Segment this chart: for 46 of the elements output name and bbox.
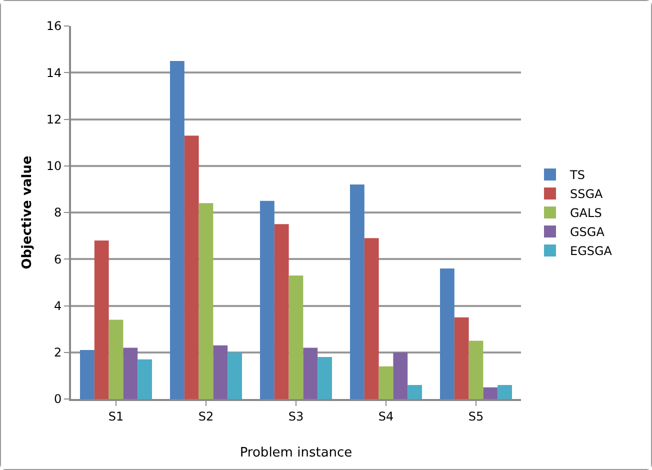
legend-label: SSGA (570, 187, 604, 202)
bar (350, 184, 364, 399)
bar (303, 348, 318, 399)
bar (260, 200, 274, 399)
y-tick-label: 2 (54, 346, 62, 360)
bar (483, 387, 498, 399)
y-tick-label: 12 (46, 112, 62, 126)
bar (454, 317, 469, 399)
bar (468, 340, 484, 399)
bar (364, 238, 379, 399)
y-tick-label: 6 (54, 252, 62, 266)
bar (440, 268, 454, 399)
bar (228, 352, 242, 399)
bar (393, 352, 408, 399)
bar (288, 275, 304, 399)
bar (108, 320, 124, 399)
y-tick-label: 0 (54, 392, 62, 406)
x-tick-label: S2 (198, 409, 214, 424)
legend-label: GALS (570, 206, 602, 220)
bar (213, 345, 228, 399)
x-tick-label: S3 (288, 409, 304, 424)
bar (408, 385, 422, 399)
y-tick-label: 16 (46, 19, 62, 34)
legend-label: EGSGA (570, 244, 613, 258)
x-tick-label: S5 (468, 409, 484, 424)
x-tick-label: S4 (378, 409, 394, 424)
bar (198, 203, 214, 399)
y-tick-label: 8 (54, 206, 62, 220)
bar (94, 240, 109, 399)
bar (80, 350, 94, 399)
y-tick-label: 14 (46, 66, 62, 80)
x-axis-title: Problem instance (240, 446, 352, 460)
bar (498, 385, 512, 399)
bar (318, 357, 332, 399)
y-tick-label: 10 (46, 159, 62, 174)
y-tick-label: 4 (54, 298, 62, 313)
bar (170, 60, 184, 399)
bar (138, 359, 152, 399)
legend-label: GSGA (570, 225, 606, 240)
bar (123, 348, 138, 399)
bar (184, 136, 199, 399)
y-axis-title: Objective value (20, 156, 35, 270)
bar (378, 366, 394, 399)
x-tick-label: S1 (108, 409, 124, 424)
legend-label: TS (569, 168, 585, 182)
bar (274, 224, 289, 399)
